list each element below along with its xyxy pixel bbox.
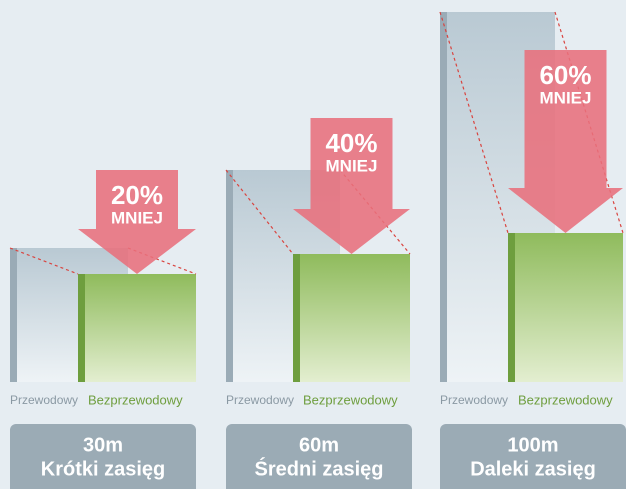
chart: 20%MNIEJPrzewodowyBezprzewodowy30mKrótki…: [0, 0, 626, 489]
wired-bar-edge: [440, 12, 447, 382]
reduction-label: 20%: [111, 180, 163, 210]
reduction-label: 60%: [539, 60, 591, 90]
wireless-bar: [293, 254, 410, 382]
category-label: 100m: [507, 434, 558, 456]
wireless-bar-edge: [508, 233, 515, 382]
reduction-text: MNIEJ: [326, 156, 378, 175]
reduction-text: MNIEJ: [111, 208, 163, 227]
category-subtitle: Daleki zasięg: [470, 458, 596, 480]
wireless-bar-edge: [293, 254, 300, 382]
category-subtitle: Średni zasięg: [255, 456, 384, 480]
wireless-bar-edge: [78, 274, 85, 382]
wired-label: Przewodowy: [440, 393, 508, 407]
wireless-label: Bezprzewodowy: [88, 392, 183, 407]
wireless-label: Bezprzewodowy: [518, 392, 613, 407]
wired-label: Przewodowy: [226, 393, 294, 407]
wireless-label: Bezprzewodowy: [303, 392, 398, 407]
reduction-label: 40%: [325, 128, 377, 158]
wireless-bar: [508, 233, 623, 382]
category-label: 30m: [83, 434, 123, 456]
reduction-text: MNIEJ: [540, 88, 592, 107]
wired-bar-edge: [226, 170, 233, 382]
category-subtitle: Krótki zasięg: [41, 458, 165, 480]
wired-label: Przewodowy: [10, 393, 78, 407]
wireless-bar: [78, 274, 196, 382]
category-label: 60m: [299, 434, 339, 456]
wired-bar-edge: [10, 248, 17, 382]
